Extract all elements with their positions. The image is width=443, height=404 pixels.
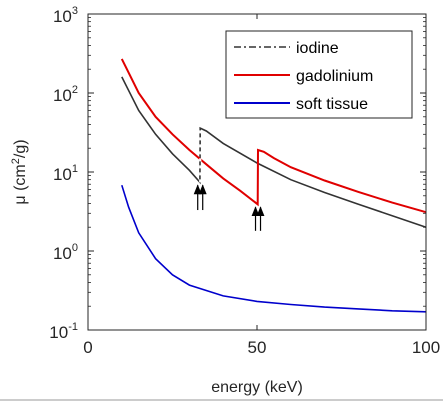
y-axis-label-sup: 2 xyxy=(10,158,22,164)
x-ticks: 0 50 100 xyxy=(83,14,440,357)
series-line-gadolinium xyxy=(120,58,427,214)
x-tick-label: 100 xyxy=(412,338,440,357)
legend-label-iodine: iodine xyxy=(296,40,339,57)
x-tick-label: 50 xyxy=(248,338,267,357)
x-tick-label: 0 xyxy=(83,338,92,357)
x-axis-label: energy (keV) xyxy=(211,379,303,396)
legend-label-gadolinium: gadolinium xyxy=(296,68,373,85)
y-axis-label-suffix: /g) xyxy=(12,139,29,158)
series-line-soft-tissue xyxy=(121,184,427,313)
plot-series xyxy=(120,58,427,313)
y-tick-label: 103 xyxy=(53,5,78,26)
y-tick-label: 10-1 xyxy=(49,321,78,342)
legend-label-soft-tissue: soft tissue xyxy=(296,96,368,113)
y-ticks: 10-1 100 101 102 103 xyxy=(49,5,426,342)
y-axis-label-prefix: μ (cm xyxy=(12,164,29,204)
edge-annotations xyxy=(193,184,265,231)
y-axis-label: μ (cm2/g) xyxy=(10,139,29,204)
legend: iodine gadolinium soft tissue xyxy=(225,30,413,119)
y-tick-label: 102 xyxy=(53,84,78,105)
y-tick-label: 101 xyxy=(53,163,78,184)
y-tick-label: 100 xyxy=(53,242,78,263)
series-line-iodine xyxy=(121,76,427,228)
